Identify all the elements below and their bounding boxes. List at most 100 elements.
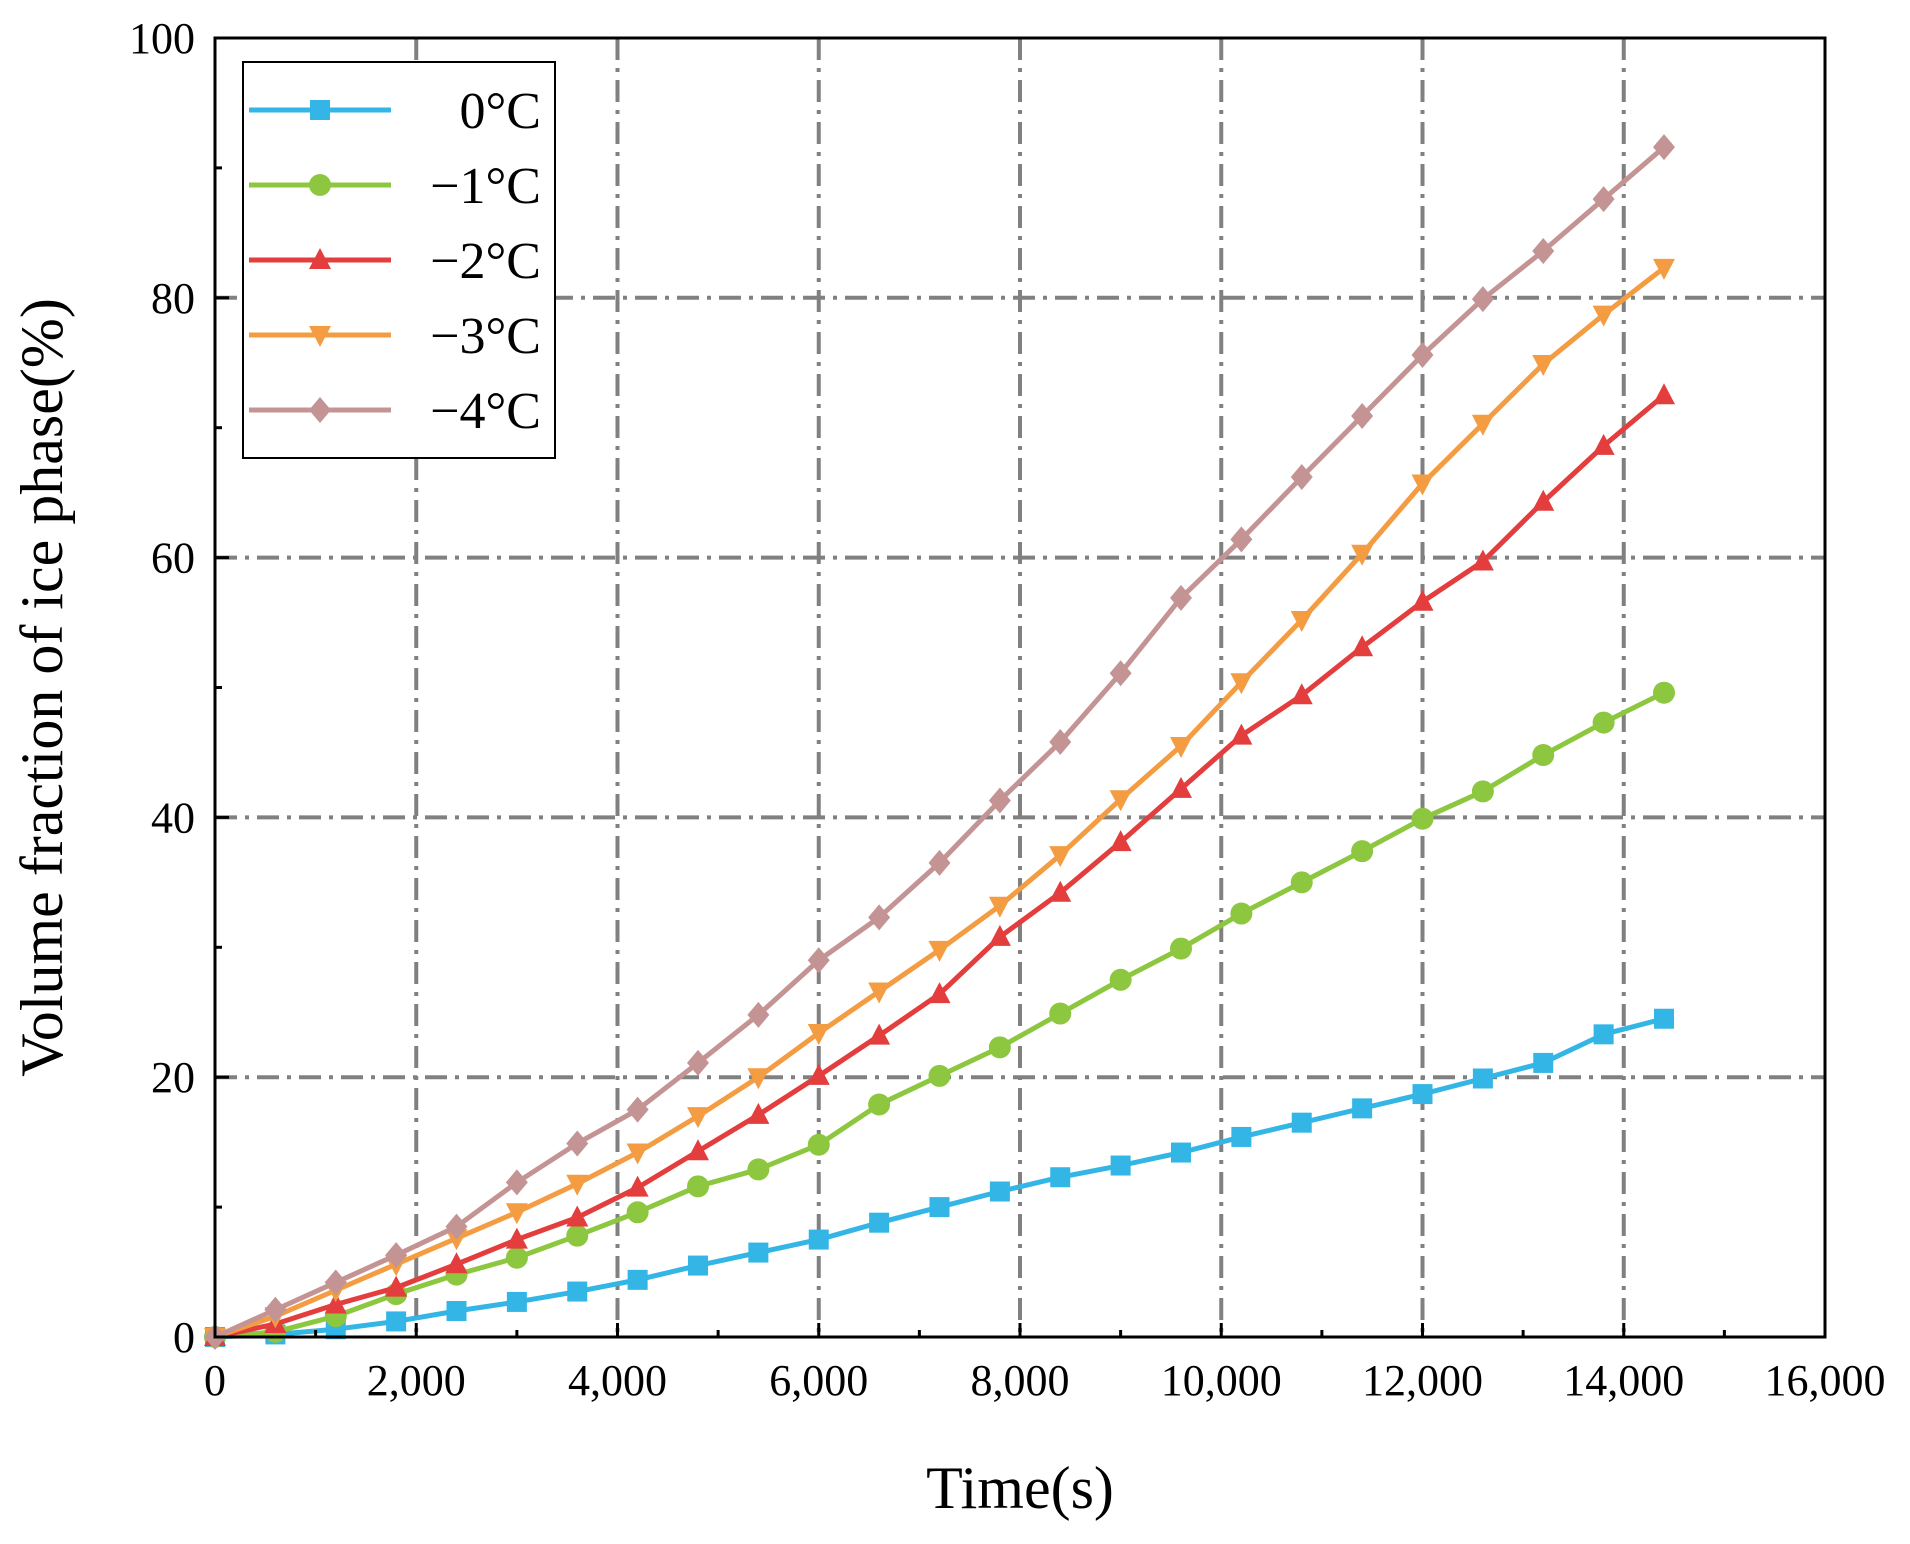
data-point xyxy=(1653,681,1675,704)
data-point xyxy=(1230,902,1253,925)
data-point xyxy=(505,1246,528,1269)
data-point xyxy=(868,1023,891,1045)
data-point xyxy=(505,1169,528,1196)
data-point xyxy=(566,1224,589,1247)
data-point xyxy=(1532,489,1555,511)
data-point xyxy=(1411,474,1434,496)
data-point xyxy=(1654,1008,1674,1029)
data-point xyxy=(1109,790,1132,812)
data-point xyxy=(747,1068,770,1090)
data-point xyxy=(807,1063,830,1085)
data-point xyxy=(687,1175,709,1198)
data-point xyxy=(1109,830,1132,852)
data-point xyxy=(385,1275,408,1297)
legend-label: −1°C xyxy=(430,158,541,215)
data-point xyxy=(868,904,891,931)
data-point xyxy=(566,1205,589,1227)
x-tick-label: 2,000 xyxy=(367,1356,466,1405)
data-point xyxy=(1110,1155,1131,1176)
data-point xyxy=(1170,776,1192,798)
data-point xyxy=(1593,1024,1614,1045)
legend-label: −3°C xyxy=(430,308,541,365)
data-point xyxy=(1592,305,1615,327)
x-axis-title: Time(s) xyxy=(926,1455,1114,1521)
data-point xyxy=(1351,544,1374,566)
data-point xyxy=(928,849,951,876)
data-point xyxy=(1653,383,1675,405)
data-point xyxy=(988,924,1011,946)
y-tick-label: 80 xyxy=(151,274,195,323)
data-point xyxy=(1049,880,1072,902)
x-tick-label: 14,000 xyxy=(1563,1356,1684,1405)
data-point xyxy=(1653,134,1675,161)
data-point xyxy=(1230,673,1253,695)
data-point xyxy=(808,1229,829,1250)
data-point xyxy=(1532,238,1555,265)
series-layer xyxy=(204,134,1675,1350)
data-point xyxy=(1412,1084,1433,1105)
data-point xyxy=(324,1292,347,1314)
ticks xyxy=(213,36,1827,1339)
data-point xyxy=(626,1143,649,1165)
x-tick-label: 6,000 xyxy=(769,1356,868,1405)
data-point xyxy=(1170,937,1192,960)
data-point xyxy=(1290,683,1313,705)
data-point xyxy=(928,982,951,1004)
x-tick-label: 12,000 xyxy=(1362,1356,1483,1405)
data-point xyxy=(1231,1126,1252,1147)
data-point xyxy=(988,896,1011,918)
data-point xyxy=(1290,464,1313,491)
data-point xyxy=(868,1093,891,1116)
legend-swatch-marker xyxy=(309,174,331,196)
data-point xyxy=(1533,1052,1554,1073)
series-0 xyxy=(205,1008,1674,1347)
y-tick-label: 100 xyxy=(129,14,195,63)
data-point xyxy=(989,1181,1010,1202)
data-point xyxy=(869,1212,890,1233)
data-point xyxy=(1592,433,1615,455)
data-point xyxy=(506,1291,527,1312)
data-point xyxy=(1351,403,1374,430)
data-point xyxy=(1351,840,1374,863)
data-point xyxy=(1653,258,1675,280)
data-point xyxy=(747,1102,770,1124)
y-tick-label: 20 xyxy=(151,1053,195,1102)
data-point xyxy=(1471,286,1494,313)
legend-label: −2°C xyxy=(430,233,541,290)
data-point xyxy=(1472,1068,1493,1089)
data-point xyxy=(445,1213,468,1240)
data-point xyxy=(1230,723,1253,745)
data-point xyxy=(1050,1167,1071,1188)
data-point xyxy=(1471,549,1494,571)
x-tick-label: 10,000 xyxy=(1161,1356,1282,1405)
data-point xyxy=(1291,1112,1312,1133)
data-point xyxy=(1471,780,1494,803)
data-point xyxy=(385,1242,408,1269)
data-point xyxy=(1352,1098,1373,1119)
legend-label: 0°C xyxy=(460,83,541,140)
legend-label: −4°C xyxy=(430,383,541,440)
legend-entry: −1°C xyxy=(249,158,541,215)
data-point xyxy=(988,1036,1011,1059)
data-point xyxy=(566,1130,589,1157)
data-point xyxy=(1532,744,1555,767)
data-point xyxy=(505,1203,528,1225)
data-point xyxy=(324,1269,347,1296)
data-point xyxy=(1592,711,1615,734)
data-point xyxy=(1592,186,1615,213)
data-point xyxy=(1171,1142,1191,1163)
data-point xyxy=(626,1096,649,1123)
data-point xyxy=(1170,584,1192,611)
data-point xyxy=(626,1175,649,1197)
data-point xyxy=(688,1255,708,1276)
data-point xyxy=(1290,871,1313,894)
data-point xyxy=(1049,729,1072,756)
data-point xyxy=(748,1242,769,1263)
y-axis-title: Volume fraction of ice phase(%) xyxy=(9,298,75,1077)
data-point xyxy=(747,1001,770,1028)
data-point xyxy=(807,1133,830,1156)
legend-entry: −3°C xyxy=(249,308,541,365)
data-point xyxy=(868,982,891,1004)
data-point xyxy=(446,1301,467,1322)
